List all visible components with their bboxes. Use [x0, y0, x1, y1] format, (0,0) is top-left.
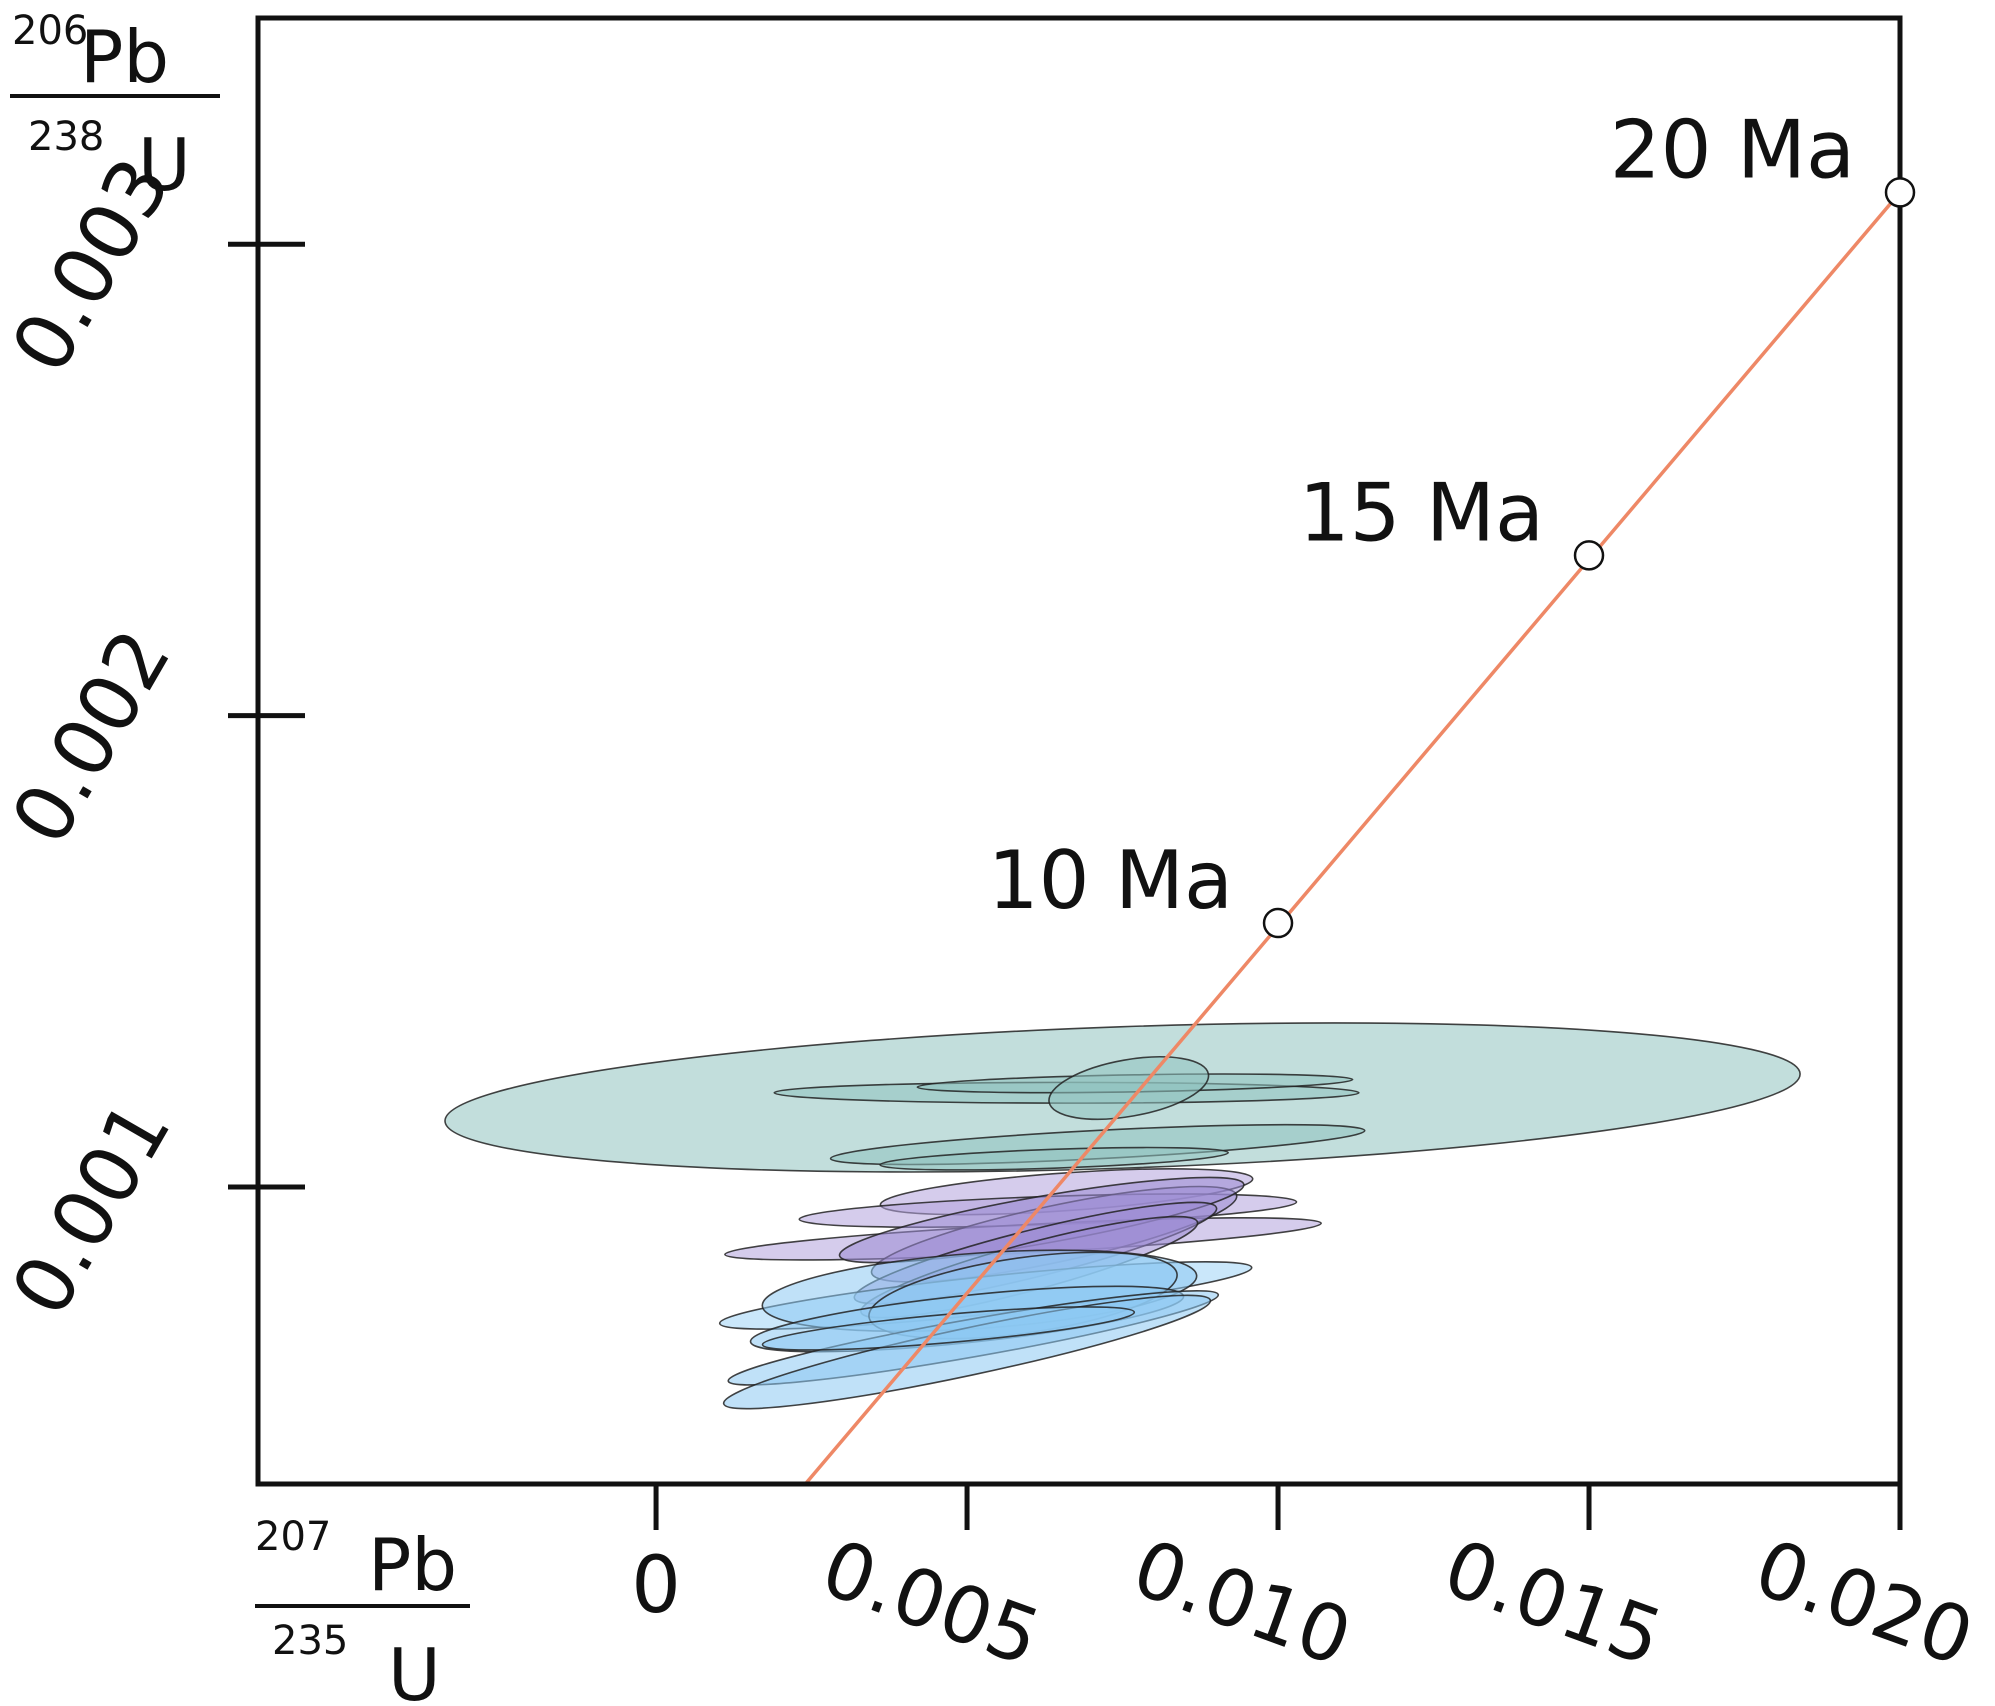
x-axis-num-element: Pb	[368, 1523, 457, 1607]
age-marker-layer: 10 Ma 15 Ma 20 Ma	[988, 103, 1916, 939]
concordia-curve	[803, 191, 1900, 1484]
concordia-layer	[803, 191, 1900, 1484]
y-axis-num-element: Pb	[80, 15, 169, 99]
plot-frame	[255, 15, 1903, 1487]
age-marker-1	[1573, 540, 1605, 571]
x-axis: 0 0.005 0.010 0.015 0.020	[631, 1484, 1984, 1684]
ellipse-layer	[444, 1022, 1801, 1410]
y-axis-den-element: U	[138, 123, 191, 207]
age-label-2: 20 Ma	[1610, 103, 1855, 196]
x-axis-title: 207 Pb 235 U	[255, 1514, 470, 1706]
x-tick-label-2: 0.010	[1122, 1523, 1363, 1684]
age-marker-0	[1262, 907, 1294, 939]
x-axis-den-sup: 235	[272, 1618, 348, 1664]
x-axis-den-element: U	[388, 1633, 441, 1706]
x-tick-label-1: 0.005	[811, 1523, 1052, 1684]
y-axis-den-sup: 238	[28, 114, 104, 160]
y-axis-title: 206 Pb 238 U	[10, 8, 220, 207]
error-ellipse-3	[1048, 1056, 1210, 1121]
age-marker-2	[1884, 177, 1916, 208]
y-axis-num-sup: 206	[12, 8, 88, 54]
y-tick-label-0: 0.001	[0, 1086, 189, 1331]
age-label-0: 10 Ma	[988, 834, 1233, 927]
x-axis-num-sup: 207	[255, 1514, 331, 1560]
x-tick-label-4: 0.020	[1744, 1523, 1985, 1684]
x-tick-label-0: 0	[631, 1541, 681, 1631]
y-tick-label-1: 0.002	[0, 614, 189, 859]
x-tick-label-3: 0.015	[1433, 1523, 1674, 1684]
error-ellipse-5	[879, 1146, 1229, 1171]
age-label-1: 15 Ma	[1299, 466, 1544, 559]
